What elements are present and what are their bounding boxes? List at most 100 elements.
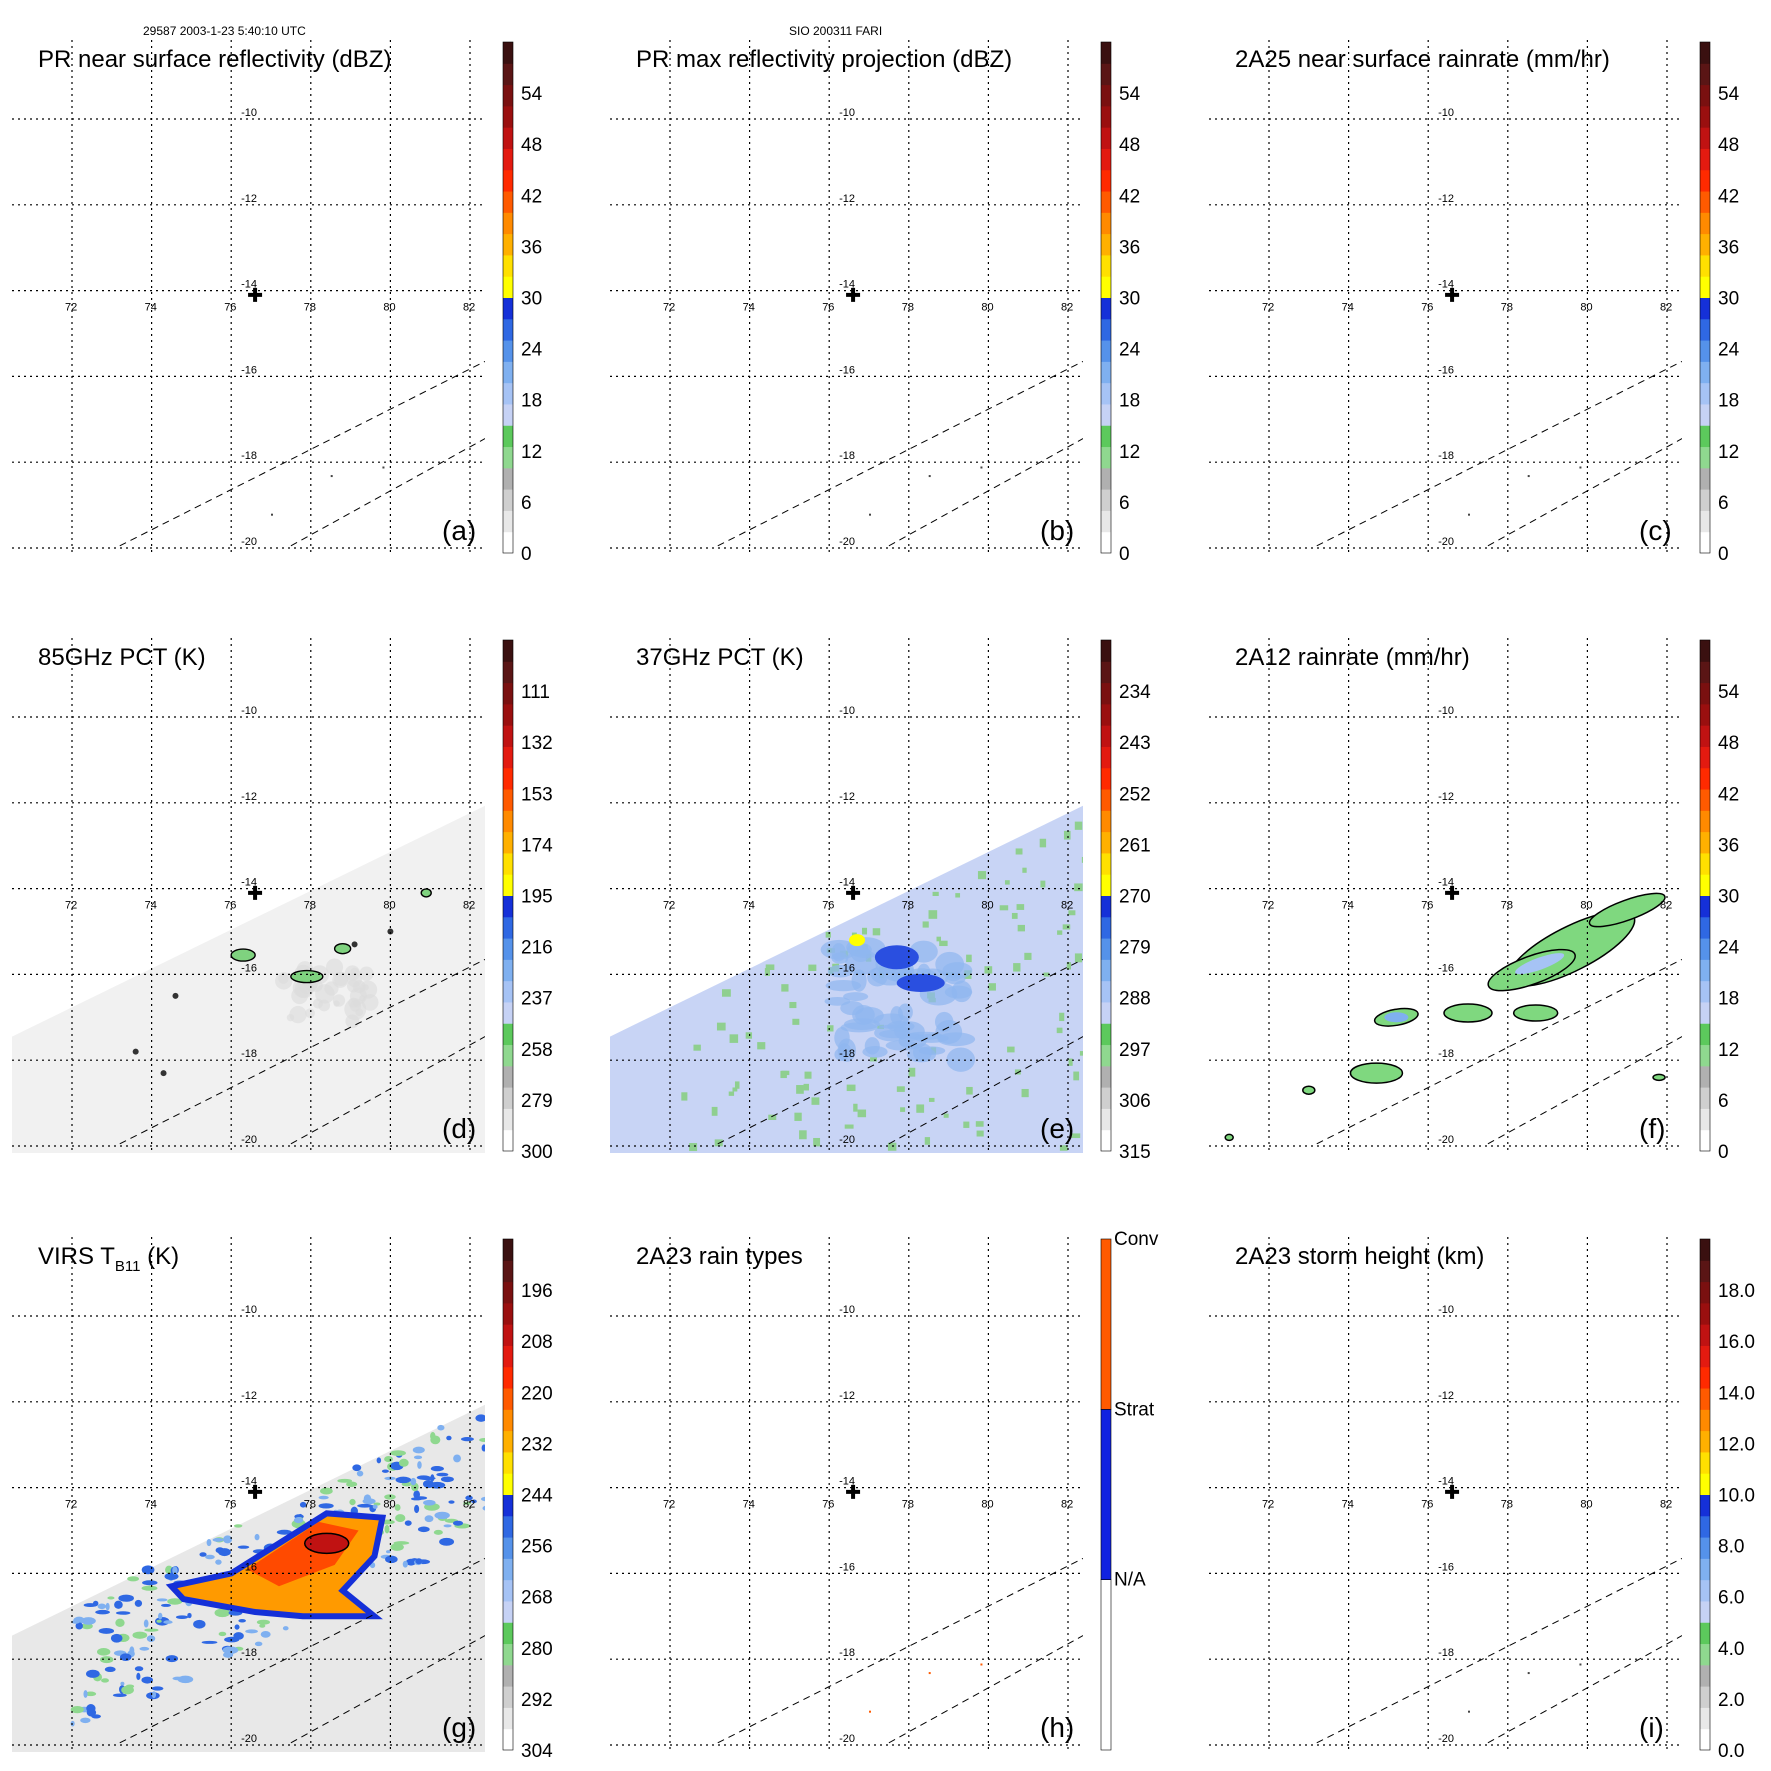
warm-pixel	[825, 931, 831, 938]
cloud-fringe	[245, 1629, 258, 1634]
colorbar-band	[1700, 297, 1710, 320]
warm-pixel	[789, 1001, 797, 1009]
colorbar-band	[503, 1430, 513, 1453]
cloud-fringe	[95, 1609, 110, 1615]
colorbar-band	[503, 1664, 513, 1687]
swath-edge-line	[888, 1635, 1083, 1744]
cloud-fringe	[414, 1504, 420, 1514]
swath-texture	[359, 966, 374, 981]
colorbar-tick-label: 237	[521, 989, 553, 1010]
cloud-fringe	[156, 1619, 162, 1623]
warm-pixel	[728, 1091, 735, 1096]
colorbar-category-label: Conv	[1114, 1229, 1159, 1250]
cloud-fringe	[234, 1624, 240, 1630]
rain-area	[1302, 1085, 1316, 1095]
warm-pixel	[1011, 912, 1018, 919]
cloud-fringe	[85, 1691, 97, 1697]
colorbar-band	[503, 1686, 513, 1708]
cloud-fringe	[83, 1603, 98, 1608]
scatter-feature	[820, 939, 858, 960]
cloud-fringe	[357, 1503, 373, 1508]
colorbar-band	[1700, 1044, 1710, 1067]
colorbar-band	[503, 1622, 513, 1645]
cloud-fringe	[164, 1572, 179, 1580]
low-pct-core	[896, 973, 945, 992]
colorbar-band	[1101, 938, 1111, 960]
echo-pixel	[1527, 1672, 1530, 1675]
swath-edge-line	[1487, 1036, 1682, 1145]
warm-pixel	[857, 1109, 867, 1118]
warm-pixel	[781, 984, 789, 992]
colorbar-band	[1700, 810, 1710, 833]
colorbar-band	[503, 831, 513, 854]
colorbar-band	[1700, 1494, 1710, 1517]
colorbar-band	[1101, 916, 1111, 939]
lat-tick-label: -16	[241, 1561, 257, 1573]
echo-pixel	[980, 466, 983, 469]
colorbar-tick-label: 48	[1718, 733, 1739, 754]
swath-edge-line	[717, 958, 1083, 1145]
cloud-fringe	[356, 1470, 364, 1477]
warm-pixel	[732, 1087, 738, 1092]
lat-tick-label: -18	[839, 1647, 855, 1659]
rain-moderate	[1515, 953, 1565, 975]
colorbar-band	[503, 682, 513, 705]
colorbar-band	[1700, 874, 1710, 896]
colorbar-band	[503, 276, 513, 298]
lon-tick-label: 76	[224, 900, 236, 912]
colorbar-band	[1101, 361, 1111, 384]
scatter-feature	[945, 973, 966, 985]
cloud-fringe	[465, 1495, 473, 1501]
scatter-feature	[951, 980, 972, 1003]
coldest-cloud-top	[303, 1532, 350, 1555]
warm-pixel	[1090, 845, 1097, 853]
colorbar-band	[1700, 1239, 1710, 1261]
lat-tick-label: -18	[1438, 1048, 1454, 1060]
colorbar-band	[503, 318, 513, 341]
panel-d: -10 -12 -14 -16 -18 -20 72 74 76 78 80 82 85GHz PCT …	[12, 638, 553, 1163]
swath-edge-line	[1316, 1557, 1682, 1744]
colorbar-band	[1101, 446, 1111, 469]
cloud-fringe	[112, 1693, 127, 1698]
colorbar-band	[503, 1473, 513, 1495]
cloud-fringe	[352, 1464, 362, 1472]
warm-pixel	[1014, 1069, 1021, 1075]
cloud-fringe	[318, 1503, 334, 1509]
cloud-fringe	[395, 1476, 412, 1484]
colorbar-tick-label: 10.0	[1718, 1486, 1755, 1507]
lat-tick-label: -12	[839, 791, 855, 803]
cloud-fringe	[107, 1596, 115, 1600]
swath-edge-line	[290, 1635, 485, 1744]
warm-pixel	[908, 1067, 916, 1077]
scatter-feature	[946, 1047, 976, 1072]
colorbar-band	[1700, 1302, 1710, 1325]
cloud-fringe	[430, 1431, 436, 1441]
lat-tick-label: -16	[1438, 364, 1454, 376]
colorbar-tick-label: 4.0	[1718, 1639, 1744, 1660]
cloud-fringe	[349, 1498, 356, 1506]
warm-pixel	[928, 910, 938, 919]
lat-tick-label: -20	[839, 1134, 855, 1146]
colorbar-band	[1101, 148, 1111, 171]
colorbar-tick-label: 36	[521, 237, 542, 258]
cloud-fringe	[446, 1435, 452, 1441]
cloud-fringe	[386, 1550, 391, 1554]
colorbar-band	[503, 403, 513, 426]
echo-pixel	[271, 513, 273, 516]
colorbar-tick-label: 6	[521, 493, 532, 514]
warm-pixel	[1004, 880, 1010, 885]
swath-edge-line	[119, 958, 485, 1145]
warm-pixel	[721, 989, 731, 997]
warm-pixel	[846, 1084, 856, 1092]
lon-tick-label: 76	[1421, 1499, 1433, 1511]
cloud-fringe	[346, 1481, 358, 1487]
colorbar-band	[503, 938, 513, 960]
lat-tick-label: -20	[241, 1134, 257, 1146]
colorbar-band	[1101, 467, 1111, 490]
colorbar-tick-label: 8.0	[1718, 1537, 1744, 1558]
lon-tick-label: 74	[1342, 900, 1354, 912]
warm-pixel	[924, 1137, 931, 1145]
panel-title: 37GHz PCT (K)	[636, 644, 804, 671]
echo-pixel	[1579, 466, 1582, 469]
lon-tick-label: 80	[1580, 1499, 1592, 1511]
